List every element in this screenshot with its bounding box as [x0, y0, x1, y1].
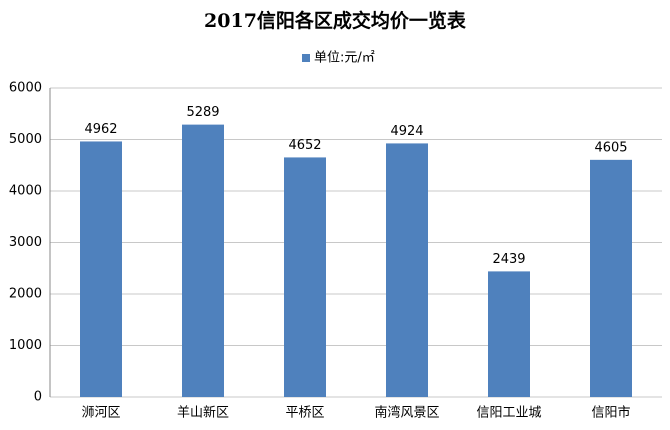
- y-tick-label: 2000: [9, 287, 42, 302]
- y-tick-label: 5000: [9, 132, 42, 147]
- legend-label: 单位:元/㎡: [314, 51, 375, 66]
- y-tick-label: 4000: [9, 184, 42, 199]
- bar: [284, 157, 326, 397]
- bar: [182, 124, 224, 397]
- x-tick-label: 信阳工业城: [476, 406, 541, 421]
- x-tick-label: 羊山新区: [177, 405, 229, 421]
- x-tick-label: 信阳市: [591, 405, 630, 421]
- y-tick-label: 6000: [9, 81, 42, 96]
- bar: [488, 271, 530, 397]
- y-tick-label: 3000: [9, 235, 42, 250]
- x-tick-label: 浉河区: [81, 406, 120, 421]
- chart-title: 2017信阳各区成交均价一览表: [204, 9, 467, 32]
- x-tick-label: 南湾风景区: [374, 405, 439, 421]
- bar: [590, 159, 632, 397]
- value-label: 4605: [594, 140, 627, 155]
- legend-swatch: [302, 54, 310, 62]
- value-label: 4924: [390, 124, 423, 139]
- value-label: 2439: [492, 252, 525, 267]
- bar: [386, 143, 428, 397]
- bar: [80, 141, 122, 397]
- x-tick-label: 平桥区: [285, 406, 324, 421]
- y-tick-label: 0: [34, 390, 42, 405]
- value-label: 4962: [84, 122, 117, 137]
- value-label: 4652: [288, 138, 321, 153]
- value-label: 5289: [186, 105, 219, 120]
- y-tick-label: 1000: [9, 338, 42, 353]
